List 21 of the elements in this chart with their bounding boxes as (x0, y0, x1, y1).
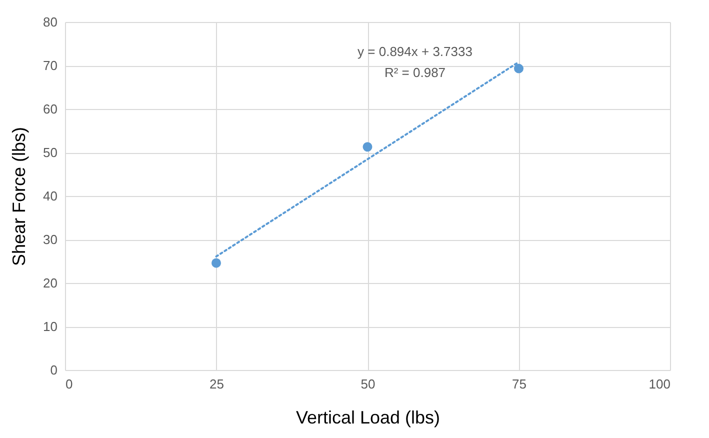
x-tick-label: 75 (512, 376, 526, 392)
y-axis-title: Shear Force (lbs) (9, 126, 30, 266)
y-tick-label: 30 (43, 232, 58, 247)
y-tick-label: 50 (43, 145, 58, 160)
y-tick-label: 40 (43, 188, 58, 204)
x-tick-label: 100 (648, 376, 670, 392)
x-tick-label: 0 (66, 376, 73, 392)
point (362, 142, 372, 152)
y-tick-label: 70 (43, 58, 58, 73)
y-tick-label: 10 (43, 319, 58, 334)
x-tick-label: 25 (210, 376, 224, 392)
y-tick-label: 20 (43, 276, 58, 290)
y-tick-label: 80 (43, 14, 58, 30)
y-tick-label: 60 (43, 102, 58, 116)
annotation: y = 0.894x + 3.7333 (358, 44, 472, 59)
x-tick-label: 50 (360, 376, 376, 392)
x-axis-title: Vertical Load (lbs) (296, 408, 440, 428)
point (212, 258, 221, 268)
annotation: R² = 0.987 (384, 65, 446, 80)
point (514, 64, 524, 74)
y-tick-label: 0 (50, 362, 58, 378)
